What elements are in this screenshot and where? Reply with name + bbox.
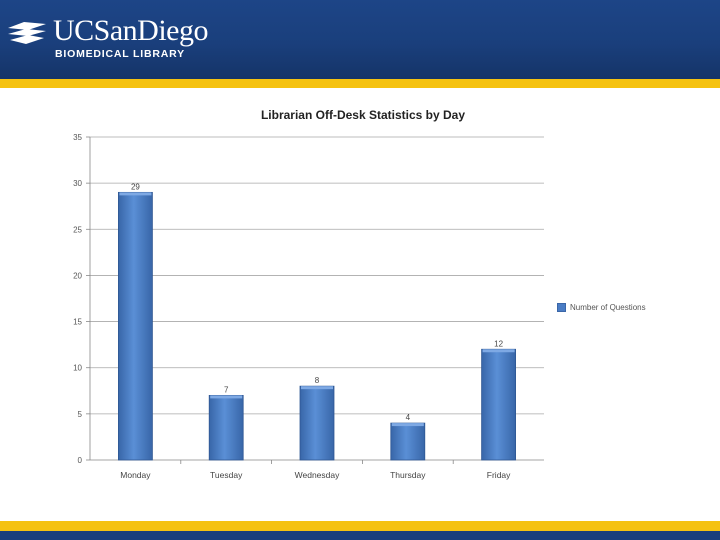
logo-wordmark: UCSanDiego bbox=[53, 14, 209, 47]
logo-subtitle: BIOMEDICAL LIBRARY bbox=[55, 48, 185, 60]
bar-thursday bbox=[390, 422, 426, 461]
bar-monday bbox=[118, 191, 153, 461]
bar-top-bevel bbox=[119, 192, 152, 196]
bar-top-bevel bbox=[210, 395, 243, 399]
bar-wednesday bbox=[299, 385, 335, 461]
y-tick-label: 15 bbox=[73, 318, 82, 327]
x-tick-label: Thursday bbox=[390, 470, 426, 480]
x-tick-label: Wednesday bbox=[295, 470, 340, 480]
y-tick-label: 10 bbox=[73, 364, 82, 373]
data-label: 12 bbox=[494, 339, 503, 348]
legend-swatch bbox=[557, 303, 566, 312]
y-tick-label: 20 bbox=[73, 271, 82, 280]
x-tick-label: Friday bbox=[487, 470, 511, 480]
data-label: 29 bbox=[131, 182, 140, 191]
x-tick-label: Tuesday bbox=[210, 470, 243, 480]
uc-san-diego-trident-logo-icon bbox=[8, 22, 46, 44]
y-tick-label: 5 bbox=[78, 410, 83, 419]
y-tick-label: 30 bbox=[73, 179, 82, 188]
header-banner: UCSanDiego BIOMEDICAL LIBRARY bbox=[0, 0, 720, 79]
x-tick-label: Monday bbox=[120, 470, 151, 480]
footer-blue-stripe bbox=[0, 531, 720, 540]
header-gold-stripe bbox=[0, 79, 720, 88]
bar-top-bevel bbox=[482, 349, 515, 353]
footer-gold-stripe bbox=[0, 521, 720, 531]
legend-label: Number of Questions bbox=[570, 303, 646, 312]
chart-title: Librarian Off-Desk Statistics by Day bbox=[260, 108, 466, 122]
y-tick-label: 0 bbox=[78, 456, 83, 465]
y-tick-label: 35 bbox=[73, 133, 82, 142]
data-label: 8 bbox=[315, 376, 320, 385]
data-label: 7 bbox=[224, 385, 229, 394]
chart-legend: Number of Questions bbox=[557, 303, 646, 312]
y-tick-label: 25 bbox=[73, 225, 82, 234]
bar-friday bbox=[481, 348, 517, 461]
bar-top-bevel bbox=[301, 386, 333, 390]
bar-top-bevel bbox=[391, 423, 424, 427]
data-label: 4 bbox=[406, 413, 411, 422]
bar-tuesday bbox=[208, 394, 244, 461]
